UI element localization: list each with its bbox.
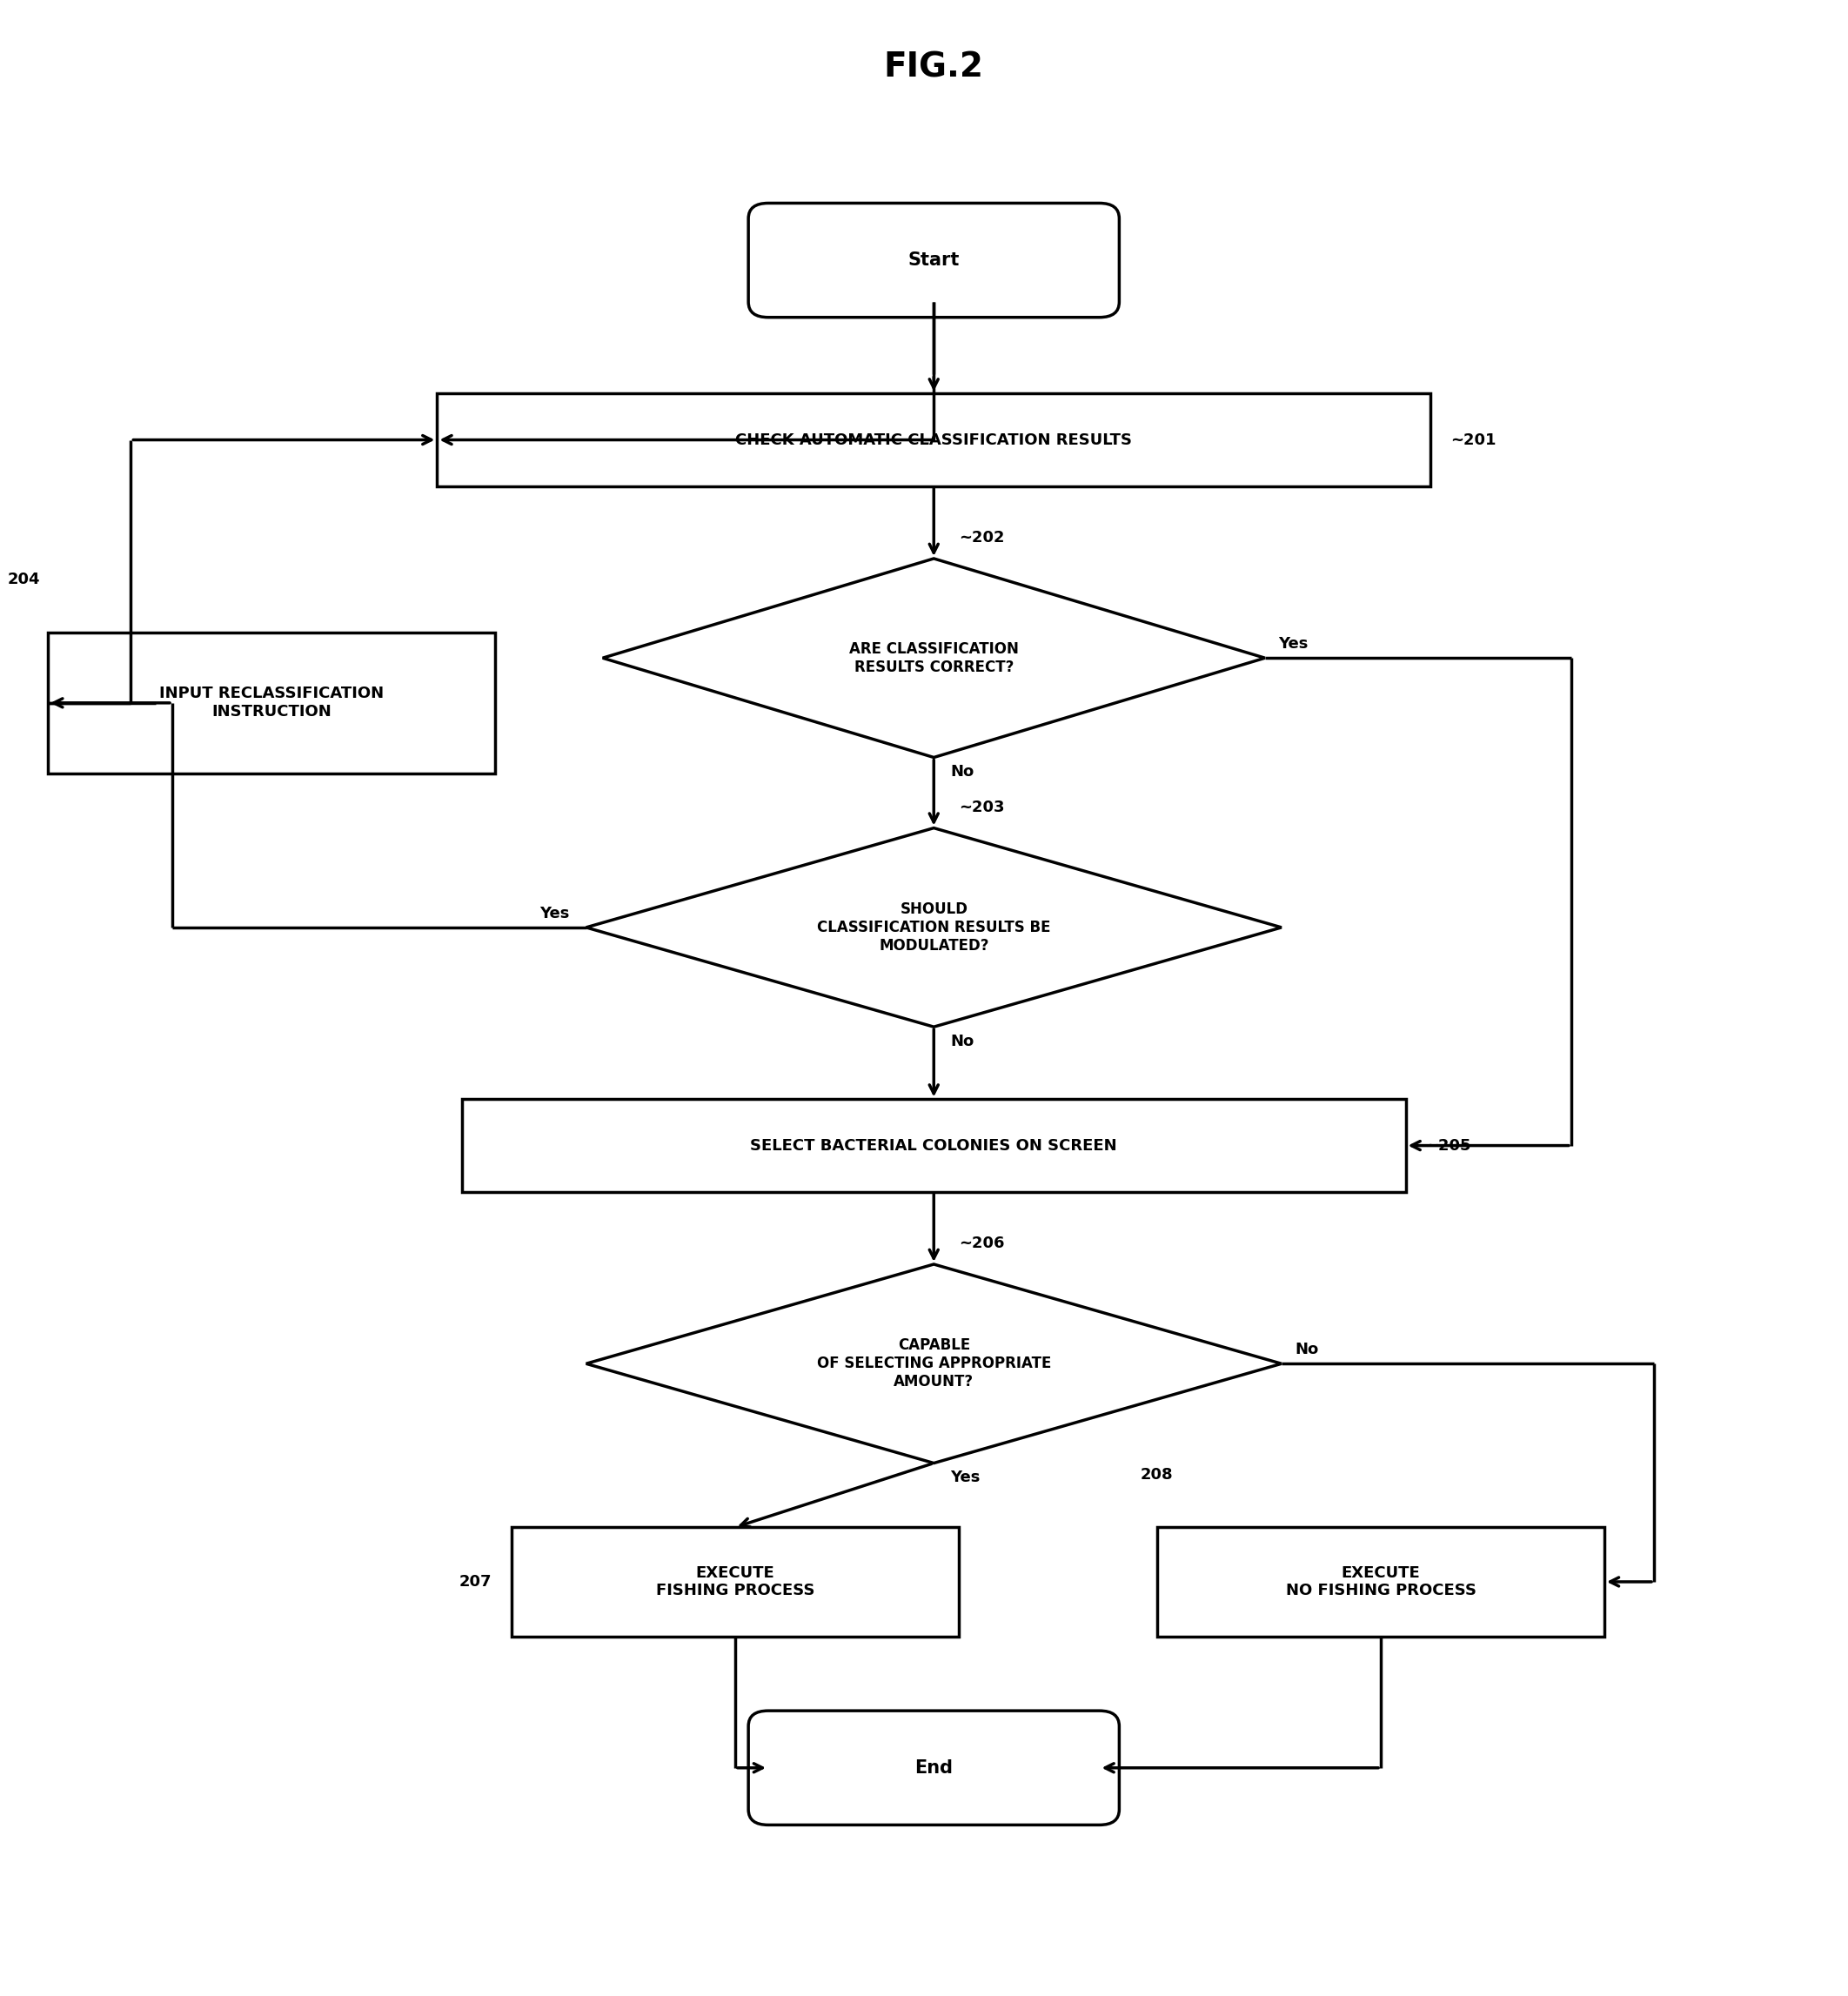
Text: Start: Start: [907, 251, 959, 269]
Text: ~201: ~201: [1451, 431, 1497, 447]
Text: Yes: Yes: [950, 1469, 979, 1485]
Text: ARE CLASSIFICATION
RESULTS CORRECT?: ARE CLASSIFICATION RESULTS CORRECT?: [848, 641, 1018, 675]
Text: SELECT BACTERIAL COLONIES ON SCREEN: SELECT BACTERIAL COLONIES ON SCREEN: [750, 1138, 1118, 1154]
Text: End: End: [915, 1758, 954, 1776]
Text: 207: 207: [458, 1575, 492, 1589]
Text: ~203: ~203: [959, 800, 1003, 814]
Text: Yes: Yes: [540, 906, 569, 920]
Text: ~202: ~202: [959, 531, 1003, 545]
Text: INPUT RECLASSIFICATION
INSTRUCTION: INPUT RECLASSIFICATION INSTRUCTION: [159, 687, 384, 721]
FancyBboxPatch shape: [748, 1711, 1120, 1824]
Text: Yes: Yes: [1279, 637, 1308, 651]
Text: No: No: [1295, 1341, 1318, 1357]
Bar: [48, 633, 495, 774]
Text: 208: 208: [1140, 1467, 1173, 1483]
Text: CHECK AUTOMATIC CLASSIFICATION RESULTS: CHECK AUTOMATIC CLASSIFICATION RESULTS: [736, 431, 1133, 447]
Bar: [1157, 1527, 1604, 1637]
Text: No: No: [950, 764, 974, 780]
Text: EXECUTE
FISHING PROCESS: EXECUTE FISHING PROCESS: [656, 1565, 815, 1599]
Text: No: No: [950, 1034, 974, 1050]
Text: ~206: ~206: [959, 1236, 1003, 1251]
Polygon shape: [602, 559, 1264, 756]
Text: 204: 204: [7, 571, 41, 587]
Bar: [462, 1100, 1406, 1192]
Text: ~205: ~205: [1425, 1138, 1471, 1154]
Polygon shape: [586, 828, 1281, 1026]
Bar: [438, 393, 1430, 487]
Polygon shape: [586, 1263, 1281, 1463]
Bar: [512, 1527, 959, 1637]
Text: SHOULD
CLASSIFICATION RESULTS BE
MODULATED?: SHOULD CLASSIFICATION RESULTS BE MODULAT…: [817, 902, 1052, 954]
FancyBboxPatch shape: [748, 204, 1120, 317]
Text: EXECUTE
NO FISHING PROCESS: EXECUTE NO FISHING PROCESS: [1286, 1565, 1477, 1599]
Text: FIG.2: FIG.2: [883, 52, 983, 84]
Text: CAPABLE
OF SELECTING APPROPRIATE
AMOUNT?: CAPABLE OF SELECTING APPROPRIATE AMOUNT?: [817, 1337, 1052, 1389]
